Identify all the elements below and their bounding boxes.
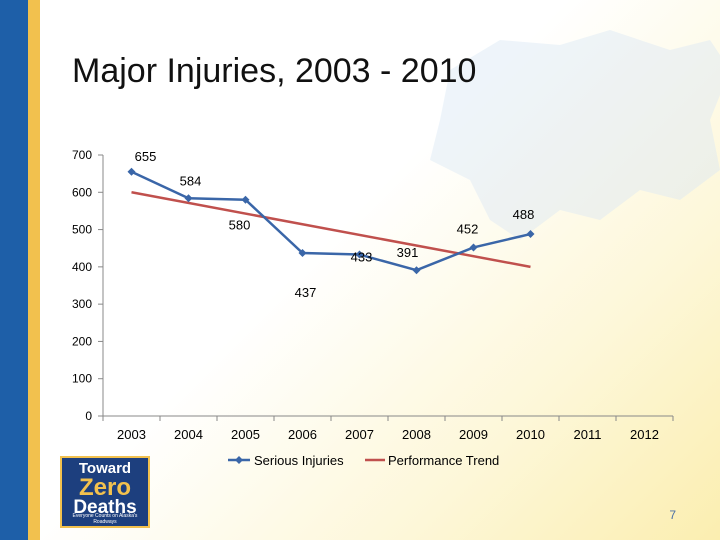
data-label: 580 xyxy=(229,218,251,233)
toward-zero-deaths-logo: Toward Zero Deaths Everyone Counts on Al… xyxy=(60,456,150,528)
y-tick-label: 100 xyxy=(72,372,92,386)
x-tick-label: 2010 xyxy=(516,427,545,442)
data-label: 488 xyxy=(513,207,535,222)
legend-label-serious-injuries: Serious Injuries xyxy=(254,453,344,468)
page-number: 7 xyxy=(669,508,676,522)
data-point-marker xyxy=(412,266,421,275)
logo-line-1: Toward xyxy=(78,460,132,477)
y-tick-label: 400 xyxy=(72,260,92,274)
x-tick-label: 2012 xyxy=(630,427,659,442)
data-point-marker xyxy=(241,195,250,204)
x-tick-label: 2005 xyxy=(231,427,260,442)
injuries-line-chart: 0 100 200 300 400 500 600 700 2003 2004 2005 2006 20… xyxy=(72,148,674,468)
y-tick-label: 300 xyxy=(72,297,92,311)
data-point-marker xyxy=(526,230,535,239)
logo-line-3: Deaths xyxy=(73,497,137,518)
slide-title: Major Injuries, 2003 - 2010 xyxy=(72,52,477,90)
legend-label-performance-trend: Performance Trend xyxy=(388,453,499,468)
data-label: 391 xyxy=(397,245,419,260)
data-point-marker xyxy=(127,167,136,176)
legend-marker-serious-injuries xyxy=(235,456,243,464)
x-tick-label: 2008 xyxy=(402,427,431,442)
left-blue-band xyxy=(0,0,28,540)
x-tick-label: 2006 xyxy=(288,427,317,442)
data-label: 433 xyxy=(351,250,373,265)
data-label: 655 xyxy=(135,149,157,164)
data-point-marker xyxy=(184,194,193,203)
x-tick-label: 2009 xyxy=(459,427,488,442)
x-tick-label: 2003 xyxy=(117,427,146,442)
x-tick-label: 2007 xyxy=(345,427,374,442)
data-point-marker xyxy=(355,250,364,259)
y-tick-label: 600 xyxy=(72,185,92,199)
y-tick-label: 0 xyxy=(85,409,92,423)
left-yellow-band xyxy=(28,0,40,540)
alaska-map-watermark xyxy=(430,30,720,240)
x-tick-label: 2004 xyxy=(174,427,203,442)
logo-tagline: Everyone Counts on Alaska's Roadways xyxy=(72,513,138,525)
data-point-marker xyxy=(469,243,478,252)
data-point-marker xyxy=(298,249,307,258)
data-label: 452 xyxy=(457,221,479,236)
y-tick-label: 500 xyxy=(72,223,92,237)
data-label: 437 xyxy=(295,285,317,300)
x-tick-label: 2011 xyxy=(574,427,602,442)
logo-line-2: Zero xyxy=(78,474,131,501)
y-tick-label: 700 xyxy=(72,148,92,162)
y-tick-label: 200 xyxy=(72,334,92,348)
data-label: 584 xyxy=(180,173,202,188)
series-line-serious-injuries xyxy=(130,170,531,272)
series-line-performance-trend xyxy=(131,191,531,269)
